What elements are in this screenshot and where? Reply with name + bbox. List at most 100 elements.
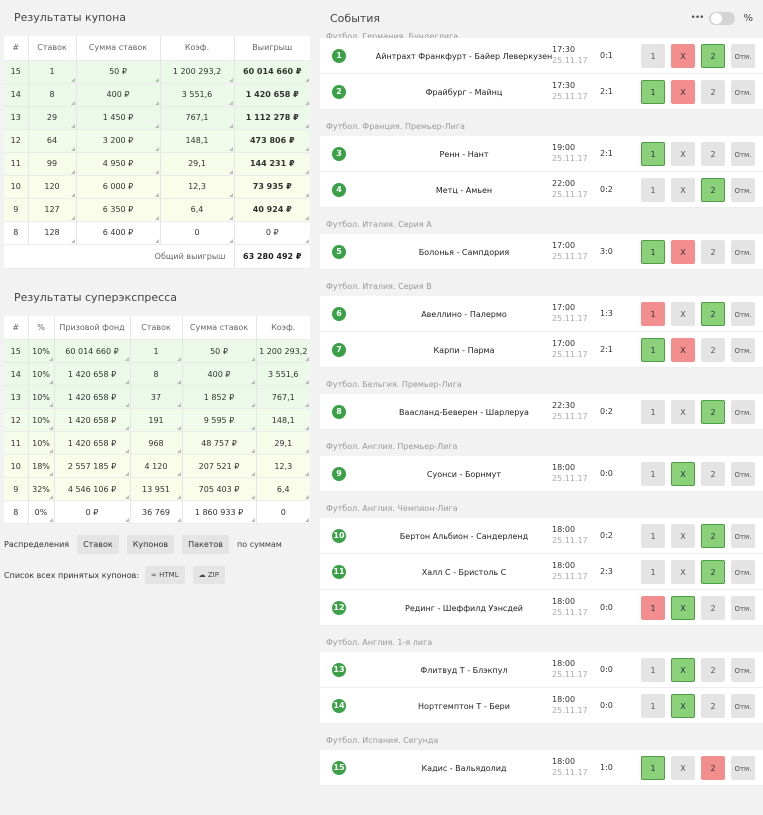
superexpress-header-cell[interactable]: Ставок (130, 315, 183, 340)
outcome-2-button[interactable]: 2 (701, 44, 725, 68)
outcome-cancel-button[interactable]: Отм. (731, 658, 755, 682)
outcome-cancel-button[interactable]: Отм. (731, 694, 755, 718)
outcome-2-button[interactable]: 2 (701, 178, 725, 202)
outcome-cancel-button[interactable]: Отм. (731, 596, 755, 620)
outcome-x-button[interactable]: X (671, 694, 695, 718)
outcome-cancel-button[interactable]: Отм. (731, 302, 755, 326)
outcome-x-button[interactable]: X (671, 44, 695, 68)
outcome-2-button[interactable]: 2 (701, 338, 725, 362)
superexpress-cell: 4 546 106 ₽ (54, 477, 131, 501)
outcome-1-button[interactable]: 1 (641, 302, 665, 326)
outcome-2-button[interactable]: 2 (701, 142, 725, 166)
superexpress-header-cell[interactable]: Сумма ставок (182, 315, 257, 340)
outcome-x-button[interactable]: X (671, 80, 695, 104)
superexpress-cell: 10% (28, 362, 55, 386)
outcome-cancel-button[interactable]: Отм. (731, 524, 755, 548)
outcome-1-button[interactable]: 1 (641, 756, 665, 780)
event-row: 1 Айнтрахт Франкфурт - Байер Леверкузен 17… (320, 38, 763, 74)
outcome-x-button[interactable]: X (671, 462, 695, 486)
event-number-badge: 12 (332, 601, 346, 615)
outcome-cancel-button[interactable]: Отм. (731, 756, 755, 780)
outcome-2-button[interactable]: 2 (701, 462, 725, 486)
outcome-2-button[interactable]: 2 (701, 756, 725, 780)
outcome-2-button[interactable]: 2 (701, 400, 725, 424)
outcome-x-button[interactable]: X (671, 560, 695, 584)
more-dots-icon[interactable]: ••• (690, 13, 705, 23)
outcome-cancel-button[interactable]: Отм. (731, 178, 755, 202)
distribution-coupons-button[interactable]: Купонов (126, 534, 175, 554)
outcome-cancel-button[interactable]: Отм. (731, 462, 755, 486)
outcome-cancel-button[interactable]: Отм. (731, 80, 755, 104)
outcome-x-button[interactable]: X (671, 302, 695, 326)
outcome-x-button[interactable]: X (671, 142, 695, 166)
percent-toggle[interactable] (709, 11, 736, 25)
coupon-cell: 60 014 660 ₽ (234, 60, 310, 83)
coupon-header-cell[interactable]: Коэф. (160, 36, 235, 60)
outcome-1-button[interactable]: 1 (641, 560, 665, 584)
outcome-1-button[interactable]: 1 (641, 142, 665, 166)
event-time: 17:00 (552, 339, 576, 348)
outcome-1-button[interactable]: 1 (641, 694, 665, 718)
outcome-x-button[interactable]: X (671, 524, 695, 548)
outcome-cancel-button[interactable]: Отм. (731, 142, 755, 166)
event-teams: Бертон Альбион - Сандерленд (399, 532, 529, 541)
outcome-2-button[interactable]: 2 (701, 596, 725, 620)
coupon-cell: 3 200 ₽ (76, 129, 161, 152)
outcome-1-button[interactable]: 1 (641, 596, 665, 620)
coupon-results-table: # Ставок Сумма ставок Коэф. Выигрыш 15 1 5… (4, 36, 310, 269)
coupon-cell: 99 (28, 152, 77, 175)
outcome-cancel-button[interactable]: Отм. (731, 240, 755, 264)
outcome-x-button[interactable]: X (671, 400, 695, 424)
coupon-list-zip-button[interactable]: ☁ ZIP (192, 566, 225, 584)
coupon-cell: 1 420 658 ₽ (234, 83, 310, 106)
outcome-x-button[interactable]: X (671, 240, 695, 264)
coupon-cell: 73 935 ₽ (234, 175, 310, 198)
event-teams: Кадис - Вальядолид (421, 764, 507, 773)
outcome-2-button[interactable]: 2 (701, 694, 725, 718)
coupon-list-html-button[interactable]: ∞ HTML (145, 566, 185, 584)
coupon-header-cell[interactable]: Сумма ставок (76, 36, 161, 60)
coupon-header-cell[interactable]: Ставок (28, 36, 77, 60)
event-number-badge: 15 (332, 761, 346, 775)
outcome-1-button[interactable]: 1 (641, 400, 665, 424)
outcome-1-button[interactable]: 1 (641, 338, 665, 362)
outcome-1-button[interactable]: 1 (641, 240, 665, 264)
outcome-2-button[interactable]: 2 (701, 240, 725, 264)
outcome-1-button[interactable]: 1 (641, 80, 665, 104)
event-teams: Суонси - Борнмут (426, 470, 502, 479)
event-score: 3:0 (600, 247, 613, 256)
outcome-2-button[interactable]: 2 (701, 658, 725, 682)
outcome-2-button[interactable]: 2 (701, 302, 725, 326)
coupon-header-cell[interactable]: # (4, 36, 29, 60)
outcome-x-button[interactable]: X (671, 658, 695, 682)
superexpress-header-cell[interactable]: Коэф. (256, 315, 310, 340)
outcome-x-button[interactable]: X (671, 338, 695, 362)
outcome-cancel-button[interactable]: Отм. (731, 44, 755, 68)
distribution-bets-button[interactable]: Ставок (77, 534, 119, 554)
outcome-2-button[interactable]: 2 (701, 524, 725, 548)
coupon-header-cell[interactable]: Выигрыш (234, 36, 310, 60)
event-row: 8 Вaасланд-Беверен - Шарлеруа 22:30 25.11.1… (320, 394, 763, 430)
superexpress-header-cell[interactable]: Призовой фонд (54, 315, 131, 340)
outcome-cancel-button[interactable]: Отм. (731, 338, 755, 362)
superexpress-cell: 968 (130, 431, 183, 455)
outcome-2-button[interactable]: 2 (701, 560, 725, 584)
outcome-1-button[interactable]: 1 (641, 178, 665, 202)
event-time: 17:00 (552, 241, 576, 250)
superexpress-header-cell[interactable]: # (4, 315, 29, 340)
event-number-badge: 7 (332, 343, 346, 357)
outcome-x-button[interactable]: X (671, 178, 695, 202)
event-date: 25.11.17 (552, 350, 588, 359)
outcome-2-button[interactable]: 2 (701, 80, 725, 104)
outcome-cancel-button[interactable]: Отм. (731, 560, 755, 584)
outcome-x-button[interactable]: X (671, 596, 695, 620)
outcome-1-button[interactable]: 1 (641, 658, 665, 682)
outcome-1-button[interactable]: 1 (641, 44, 665, 68)
outcome-cancel-button[interactable]: Отм. (731, 400, 755, 424)
outcome-1-button[interactable]: 1 (641, 462, 665, 486)
outcome-x-button[interactable]: X (671, 756, 695, 780)
distribution-packages-button[interactable]: Пакетов (182, 534, 230, 554)
outcome-1-button[interactable]: 1 (641, 524, 665, 548)
coupon-total-label: Общий выигрыш (4, 244, 235, 268)
superexpress-header-cell[interactable]: % (28, 315, 55, 340)
